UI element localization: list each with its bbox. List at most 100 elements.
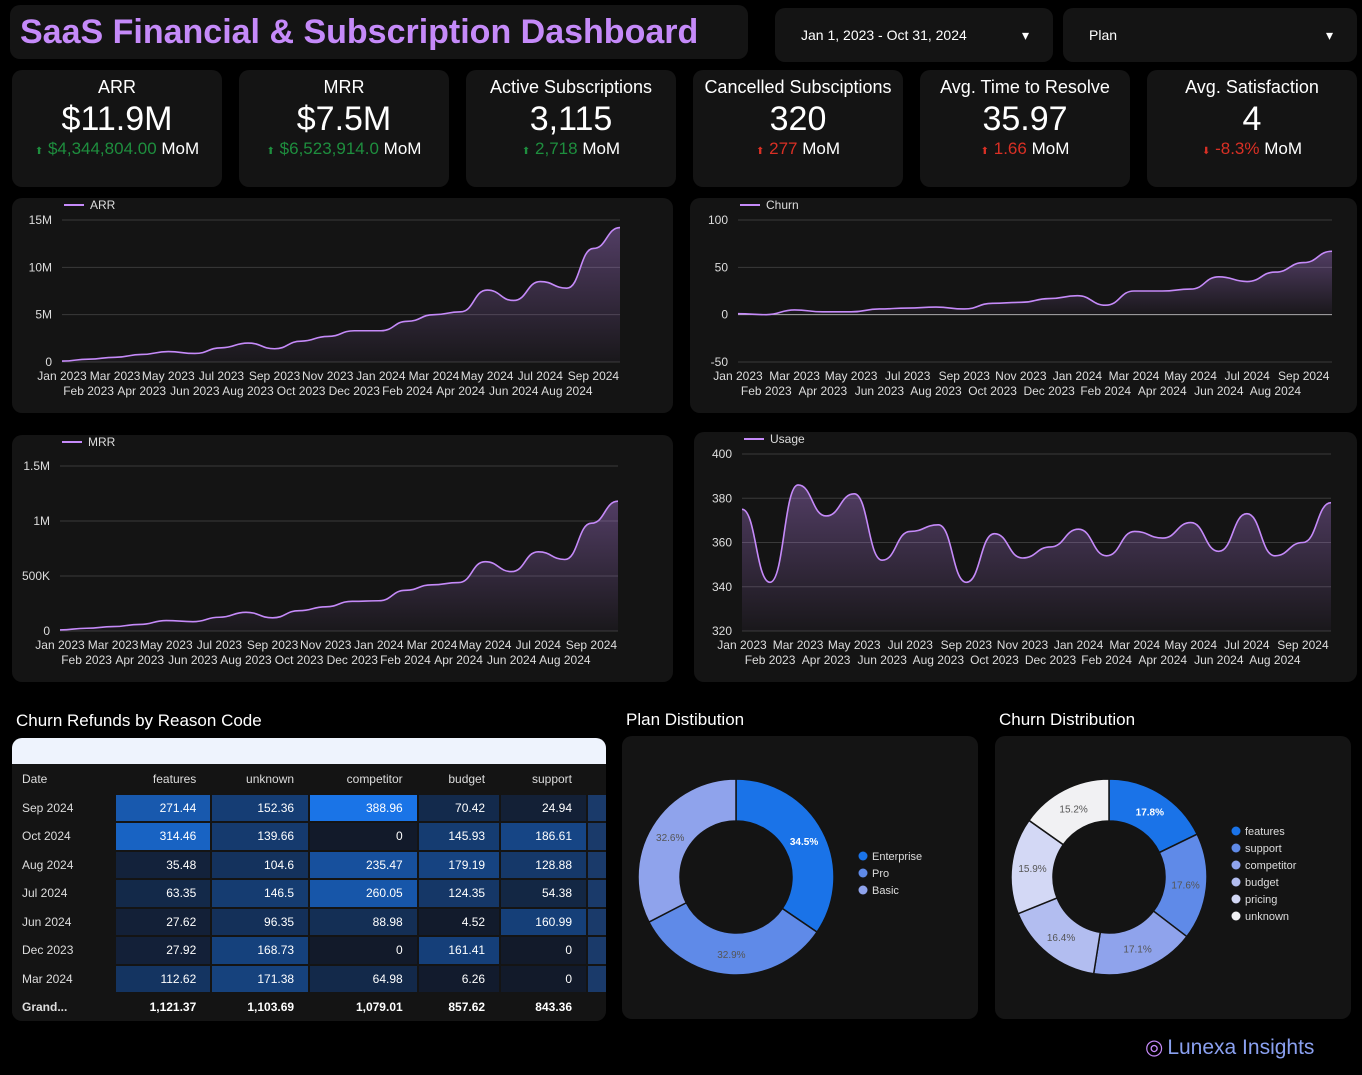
kpi-delta: 277	[769, 139, 798, 158]
kpi-suffix: MoM	[582, 139, 621, 158]
y-tick-label: 400	[712, 447, 732, 461]
kpi-label: Avg. Satisfaction	[1185, 77, 1319, 97]
table-cell: Dec 2023	[12, 935, 117, 966]
x-tick-label: Jan 2023	[37, 369, 87, 383]
x-tick-label: Apr 2023	[802, 653, 851, 667]
table-row: Dec 2023 27.92 168.73 0 161.41 0	[12, 935, 606, 966]
x-tick-label: Apr 2023	[115, 653, 164, 667]
x-tick-label: Aug 2023	[220, 653, 272, 667]
legend-dot	[858, 885, 868, 895]
arrow-up-icon: ⬆	[34, 146, 44, 157]
x-tick-label: May 2023	[828, 638, 881, 652]
table-cell: 104.6	[210, 849, 311, 880]
total-cell: 857.62	[416, 992, 502, 1021]
x-tick-label: Dec 2023	[1025, 653, 1077, 667]
table-cell: 171.38	[210, 963, 311, 994]
x-tick-label: May 2024	[461, 369, 514, 383]
y-tick-label: 5M	[35, 308, 52, 322]
x-tick-label: Jul 2024	[1224, 369, 1270, 383]
legend-label: Churn	[766, 198, 799, 212]
legend-label: MRR	[88, 435, 116, 449]
x-tick-label: May 2023	[825, 369, 878, 383]
arrow-down-icon: ⬇	[1201, 146, 1211, 157]
x-tick-label: Oct 2023	[968, 384, 1017, 398]
table-cell: Jun 2024	[12, 906, 117, 937]
pie-slice-basic[interactable]	[637, 778, 737, 924]
x-tick-label: Mar 2024	[1109, 369, 1160, 383]
pie-slice-pro[interactable]	[647, 901, 819, 976]
churn-distribution-pie: 17.8% features 17.6% support 17.1% competitor…	[995, 736, 1351, 1019]
x-tick-label: Jun 2024	[1194, 384, 1244, 398]
table-cell: Oct 2024	[12, 821, 117, 852]
plan-filter[interactable]: Plan ▾	[1063, 8, 1357, 62]
table-row: Jun 2024 27.62 96.35 88.98 4.52 160.99	[12, 906, 606, 937]
y-tick-label: 340	[712, 580, 732, 594]
plan-distribution-title: Plan Distibution	[626, 710, 745, 729]
slice-label: 17.6%	[1171, 881, 1199, 892]
x-tick-label: Feb 2024	[1081, 653, 1132, 667]
kpi-delta: 2,718	[535, 139, 578, 158]
table-cell: 179.19	[416, 849, 502, 880]
table-cell: Jul 2024	[12, 878, 117, 909]
series-line	[59, 500, 619, 631]
x-tick-label: Aug 2023	[222, 384, 274, 398]
x-tick-label: Mar 2023	[769, 369, 820, 383]
y-tick-label: 15M	[29, 213, 52, 227]
total-cell: Grand...	[12, 992, 117, 1021]
churn-refunds-table: Date features unknown competitor budget suppo…	[12, 738, 606, 1021]
arrow-up-icon: ⬆	[266, 146, 275, 157]
table-cell: 186.61	[499, 821, 588, 852]
x-tick-label: Dec 2023	[327, 653, 379, 667]
x-tick-label: Jan 2023	[713, 369, 763, 383]
kpi-suffix: MoM	[802, 139, 840, 158]
date-range-picker[interactable]: Jan 1, 2023 - Oct 31, 2024 ▾	[775, 8, 1053, 62]
x-tick-label: Sep 2024	[566, 638, 618, 652]
kpi-card-arr: ARR $11.9M ⬆ $4,344,804.00 MoM	[12, 70, 222, 187]
column-header[interactable]: budget	[416, 764, 502, 795]
column-header[interactable]: features	[114, 764, 213, 795]
total-cell: 843.36	[499, 992, 588, 1021]
pie-slice-unknown[interactable]	[1027, 778, 1110, 846]
table-header-row: Date features unknown competitor budget suppo…	[12, 764, 606, 795]
legend-label: competitor	[1245, 860, 1297, 872]
table-cell: 160.99	[499, 906, 588, 937]
legend-label: Basic	[872, 885, 899, 897]
x-tick-label: Jul 2024	[516, 638, 562, 652]
y-tick-label: 0	[43, 624, 50, 638]
x-tick-label: Feb 2023	[745, 653, 796, 667]
x-tick-label: Oct 2023	[275, 653, 324, 667]
table-cell: 27.92	[114, 935, 213, 966]
column-header[interactable]: support	[499, 764, 588, 795]
legend-label: features	[1245, 826, 1285, 838]
x-tick-label: Aug 2023	[910, 384, 962, 398]
x-tick-label: Nov 2023	[302, 369, 354, 383]
column-header[interactable]: Date	[12, 764, 117, 795]
table-cell: 152.36	[210, 792, 311, 823]
x-tick-label: Sep 2024	[568, 369, 620, 383]
kpi-suffix: MoM	[1031, 139, 1070, 158]
x-tick-label: Sep 2023	[249, 369, 301, 383]
pie-slice-enterprise[interactable]	[735, 778, 835, 934]
x-tick-label: Nov 2023	[300, 638, 352, 652]
table-row: Mar 2024 112.62 171.38 64.98 6.26 0	[12, 963, 606, 994]
legend-dot	[858, 868, 868, 878]
kpi-value: 3,115	[529, 100, 613, 138]
column-header[interactable]: competitor	[308, 764, 419, 795]
x-tick-label: Jul 2023	[885, 369, 931, 383]
x-tick-label: Oct 2023	[970, 653, 1019, 667]
table-cell: 168.73	[210, 935, 311, 966]
table-cell: 6.26	[416, 963, 502, 994]
x-tick-label: Aug 2024	[1249, 653, 1301, 667]
table-cell: 0	[308, 821, 419, 852]
kpi-label: MRR	[323, 77, 365, 97]
table-cell: 260.05	[308, 878, 419, 909]
x-tick-label: Mar 2024	[1109, 638, 1160, 652]
x-tick-label: Mar 2024	[409, 369, 460, 383]
y-tick-label: 360	[712, 536, 732, 550]
table-cell: 161.41	[416, 935, 502, 966]
column-header[interactable]: unknown	[210, 764, 311, 795]
slice-label: 32.9%	[717, 950, 745, 961]
x-tick-label: Apr 2024	[436, 384, 485, 398]
slice-label: 34.5%	[790, 837, 818, 848]
slice-label: 17.8%	[1136, 808, 1164, 819]
